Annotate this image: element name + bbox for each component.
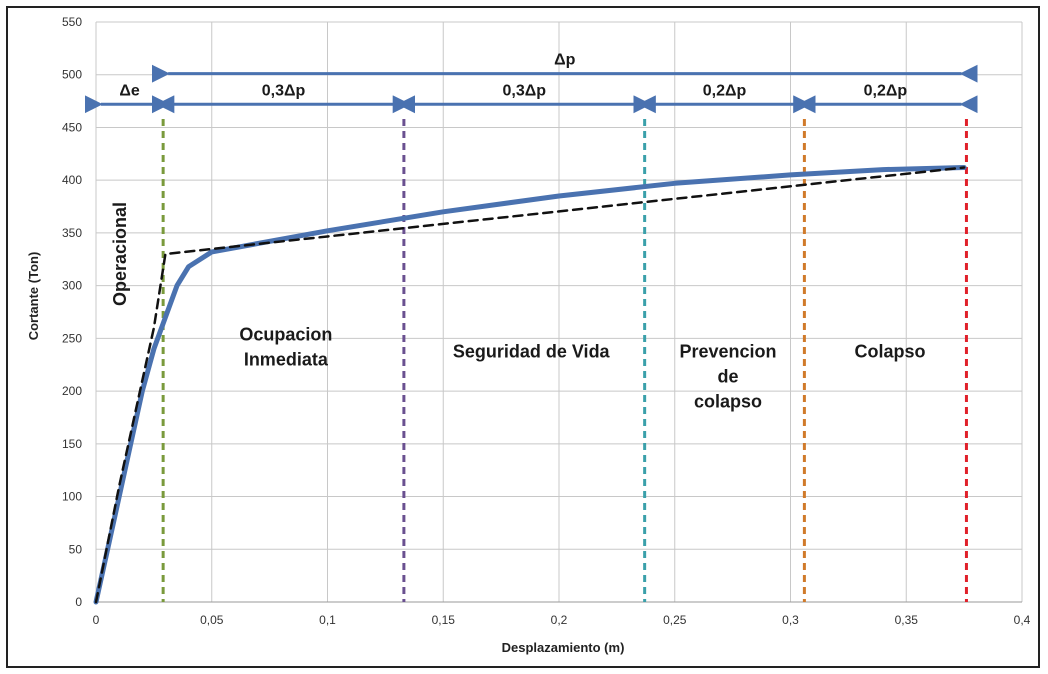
x-tick-label: 0,35 bbox=[895, 613, 919, 627]
capacity-curve-line bbox=[93, 165, 967, 605]
span-label: Δe bbox=[119, 82, 140, 99]
zone-label-line: Seguridad de Vida bbox=[453, 341, 611, 361]
zone-label-line: Ocupacion bbox=[239, 324, 332, 344]
x-tick-label: 0,4 bbox=[1014, 613, 1031, 627]
zone-label-line: Prevencion bbox=[679, 341, 776, 361]
y-tick-label: 100 bbox=[62, 490, 82, 504]
pushover-chart: Δp Δe 0,3Δp 0,3Δp 0,2Δp 0,2Δp Operacional Ocup… bbox=[26, 15, 1031, 655]
y-tick-label: 500 bbox=[62, 68, 82, 82]
y-tick-label: 250 bbox=[62, 331, 82, 345]
y-tick-label: 50 bbox=[69, 542, 83, 556]
span-label: 0,3Δp bbox=[503, 82, 547, 99]
y-tick-label: 150 bbox=[62, 437, 82, 451]
chart-frame: Δp Δe 0,3Δp 0,3Δp 0,2Δp 0,2Δp Operacional Ocup… bbox=[6, 6, 1040, 668]
x-tick-label: 0 bbox=[93, 613, 100, 627]
y-tick-label: 300 bbox=[62, 279, 82, 293]
zone-label-line: Inmediata bbox=[244, 350, 329, 370]
zone-label-line: de bbox=[717, 367, 738, 387]
span-label: 0,2Δp bbox=[703, 82, 747, 99]
zone-label: Colapso bbox=[855, 341, 926, 361]
bilinear-idealization-line bbox=[94, 166, 966, 604]
zone-label-line: colapso bbox=[694, 392, 762, 412]
x-tick-label: 0,1 bbox=[319, 613, 336, 627]
span-label: 0,2Δp bbox=[864, 82, 908, 99]
zone-label: Seguridad de Vida bbox=[453, 341, 611, 361]
x-tick-label: 0,15 bbox=[432, 613, 456, 627]
y-tick-label: 400 bbox=[62, 173, 82, 187]
zone-label: Prevencion de colapso bbox=[679, 341, 776, 411]
y-axis-title: Cortante (Ton) bbox=[26, 252, 41, 341]
span-label: 0,3Δp bbox=[262, 82, 306, 99]
y-tick-label: 350 bbox=[62, 226, 82, 240]
x-tick-label: 0,25 bbox=[663, 613, 687, 627]
y-tick-label: 0 bbox=[75, 595, 82, 609]
x-axis-title: Desplazamiento (m) bbox=[502, 640, 625, 655]
y-tick-label: 550 bbox=[62, 15, 82, 29]
x-tick-label: 0,3 bbox=[782, 613, 799, 627]
x-tick-label: 0,2 bbox=[551, 613, 568, 627]
x-tick-label: 0,05 bbox=[200, 613, 224, 627]
y-tick-label: 200 bbox=[62, 384, 82, 398]
zone-label: Operacional bbox=[110, 202, 130, 306]
zone-label: Ocupacion Inmediata bbox=[239, 324, 332, 369]
zone-label-line: Operacional bbox=[110, 202, 130, 306]
span-label: Δp bbox=[554, 52, 576, 69]
zone-label-line: Colapso bbox=[855, 341, 926, 361]
y-tick-label: 450 bbox=[62, 120, 82, 134]
